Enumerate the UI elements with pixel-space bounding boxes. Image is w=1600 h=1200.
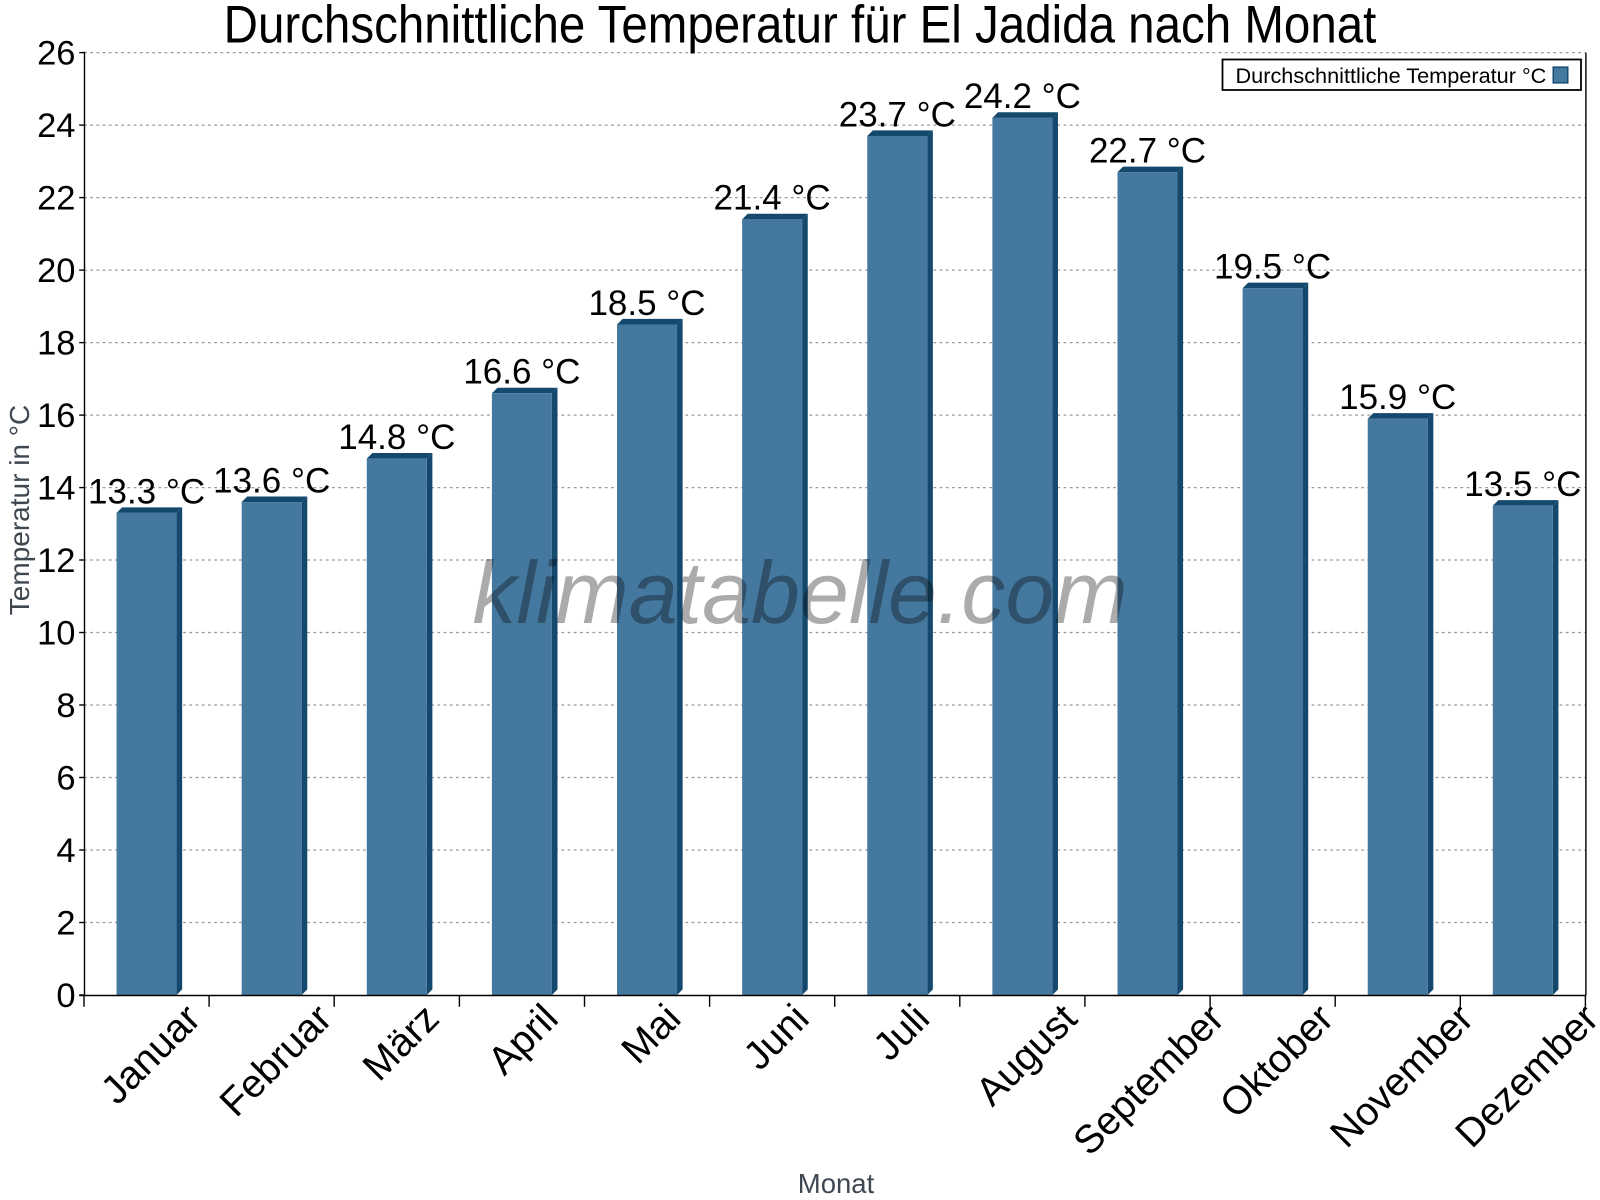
svg-text:4: 4 [56,832,75,870]
svg-text:8: 8 [56,687,75,725]
svg-text:Monat: Monat [798,1168,875,1199]
svg-text:13.5 °C: 13.5 °C [1464,465,1581,504]
svg-text:13.6 °C: 13.6 °C [213,462,330,501]
svg-text:klimatabelle.com: klimatabelle.com [472,543,1127,642]
svg-text:6: 6 [56,759,75,797]
svg-text:26: 26 [37,35,75,73]
svg-text:13.3 °C: 13.3 °C [88,472,205,511]
svg-text:18: 18 [37,325,75,363]
svg-text:19.5 °C: 19.5 °C [1214,248,1331,287]
svg-text:15.9 °C: 15.9 °C [1339,378,1456,417]
svg-text:2: 2 [56,904,75,942]
svg-text:24: 24 [37,107,75,145]
svg-text:21.4 °C: 21.4 °C [714,179,831,218]
svg-text:23.7 °C: 23.7 °C [839,95,956,134]
svg-text:24.2 °C: 24.2 °C [964,77,1081,116]
svg-text:14.8 °C: 14.8 °C [338,418,455,457]
svg-text:22.7 °C: 22.7 °C [1089,132,1206,171]
svg-text:10: 10 [37,614,75,652]
svg-text:0: 0 [56,977,75,1015]
svg-text:12: 12 [37,542,75,580]
svg-text:16: 16 [37,397,75,435]
svg-text:20: 20 [37,252,75,290]
svg-text:Durchschnittliche Temperatur °: Durchschnittliche Temperatur °C [1236,63,1547,88]
svg-text:22: 22 [37,180,75,218]
svg-text:Durchschnittliche Temperatur f: Durchschnittliche Temperatur für El Jadi… [224,0,1377,54]
svg-text:18.5 °C: 18.5 °C [588,284,705,323]
svg-text:Temperatur in °C: Temperatur in °C [4,405,35,615]
svg-text:14: 14 [37,470,75,508]
svg-text:16.6 °C: 16.6 °C [463,353,580,392]
